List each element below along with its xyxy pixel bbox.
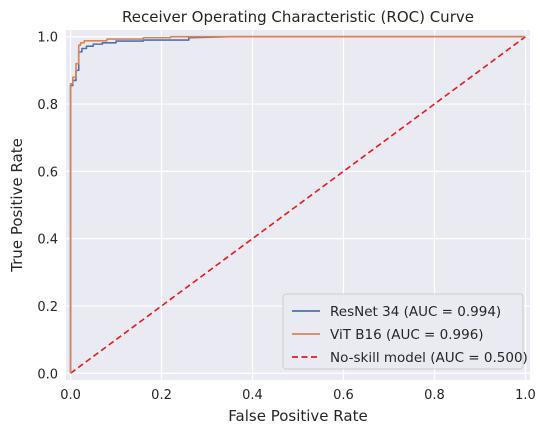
tick-labels: 0.0 0.2 0.4 0.6 0.8 1.0 0.0 0.2 0.4 0.6 0.8 1.0 — [37, 31, 535, 403]
series-line-1 — [69, 35, 526, 374]
x-tick-label: 1.0 — [515, 388, 536, 403]
legend-label-0: ResNet 34 (AUC = 0.994) — [330, 304, 501, 320]
y-tick-label: 0.0 — [37, 367, 58, 382]
y-tick-label: 0.4 — [37, 233, 58, 248]
series-line-0 — [69, 35, 526, 374]
legend-box — [282, 293, 524, 370]
series-lines — [69, 35, 526, 374]
x-tick-label: 0.0 — [60, 388, 81, 403]
legend: ResNet 34 (AUC = 0.994) ViT B16 (AUC = 0.… — [282, 293, 528, 370]
x-axis-label: False Positive Rate — [228, 407, 367, 425]
legend-label-1: ViT B16 (AUC = 0.996) — [330, 327, 484, 343]
y-tick-label: 1.0 — [37, 31, 58, 46]
grid — [66, 30, 530, 380]
y-tick-label: 0.2 — [37, 300, 58, 315]
y-axis-label: True Positive Rate — [8, 138, 26, 273]
chart-title: Receiver Operating Characteristic (ROC) … — [122, 8, 474, 26]
x-tick-label: 0.4 — [242, 388, 263, 403]
y-tick-label: 0.6 — [37, 165, 58, 180]
x-tick-label: 0.6 — [333, 388, 354, 403]
x-tick-label: 0.2 — [151, 388, 172, 403]
y-tick-label: 0.8 — [37, 98, 58, 113]
x-tick-label: 0.8 — [424, 388, 445, 403]
legend-label-2: No-skill model (AUC = 0.500) — [330, 350, 528, 366]
